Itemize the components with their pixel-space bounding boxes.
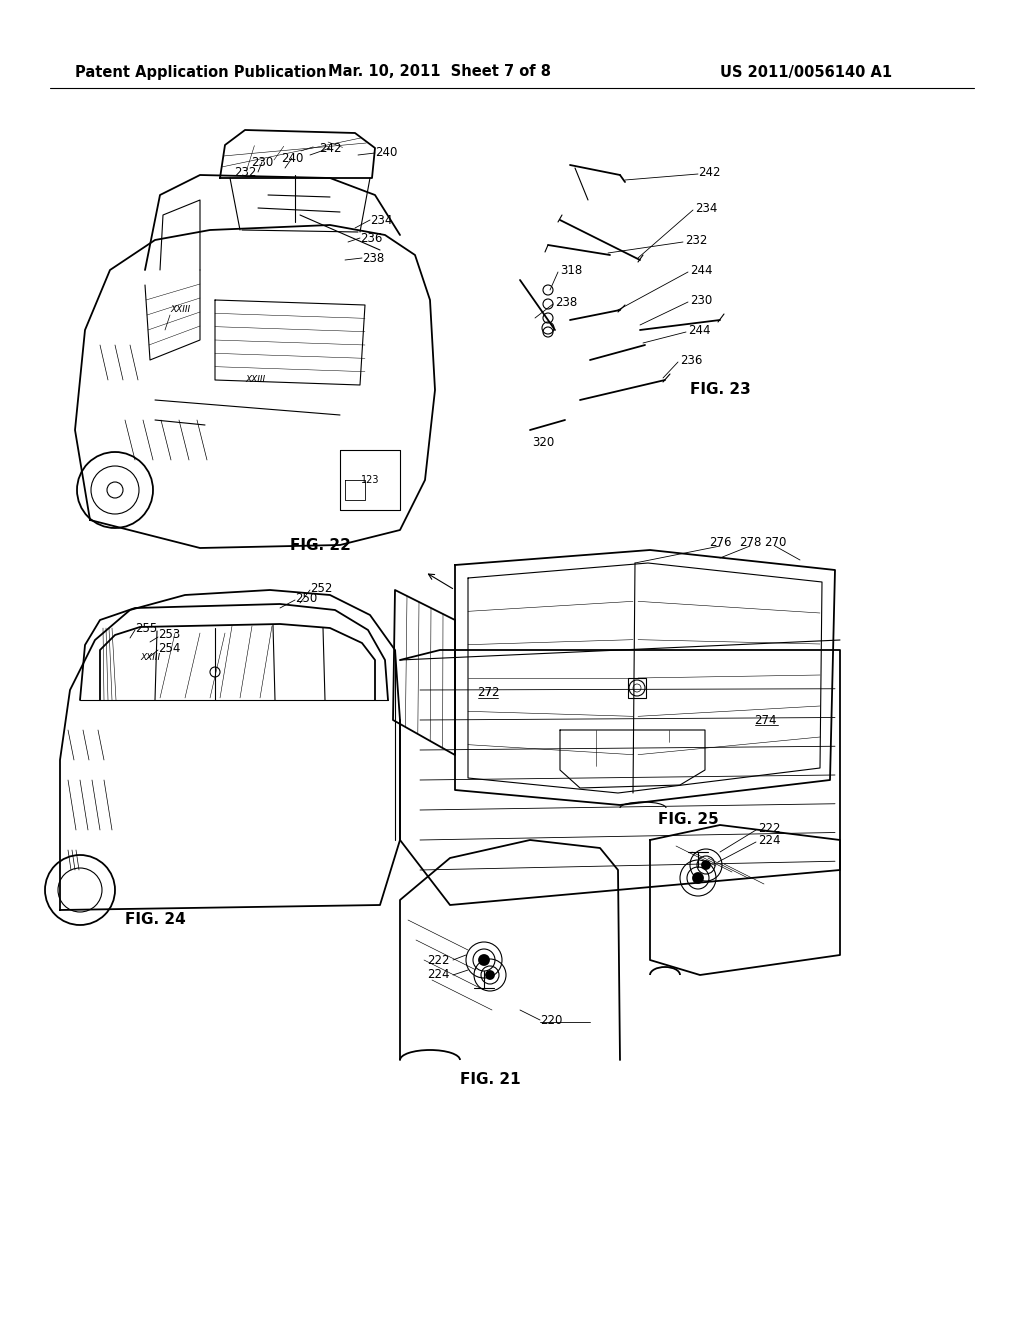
- Text: 240: 240: [375, 147, 397, 160]
- Text: 230: 230: [690, 293, 713, 306]
- Text: 255: 255: [135, 622, 158, 635]
- Text: 254: 254: [158, 642, 180, 655]
- Text: FIG. 23: FIG. 23: [690, 383, 751, 397]
- Text: 252: 252: [310, 582, 333, 594]
- Text: FIG. 22: FIG. 22: [290, 537, 350, 553]
- Text: 232: 232: [233, 165, 256, 178]
- Text: 318: 318: [560, 264, 583, 276]
- Text: 224: 224: [427, 969, 450, 982]
- Text: 244: 244: [690, 264, 713, 276]
- Circle shape: [702, 861, 710, 869]
- Text: FIG. 25: FIG. 25: [657, 813, 719, 828]
- Text: 274: 274: [754, 714, 776, 726]
- Text: 222: 222: [758, 821, 780, 834]
- Text: XXIII: XXIII: [245, 375, 265, 384]
- Text: 236: 236: [360, 231, 382, 244]
- Circle shape: [486, 972, 494, 979]
- Text: XXIII: XXIII: [140, 653, 160, 663]
- Bar: [628, 678, 646, 698]
- Circle shape: [479, 954, 489, 965]
- Text: 244: 244: [688, 323, 711, 337]
- Text: 278: 278: [738, 536, 761, 549]
- Text: 234: 234: [370, 214, 392, 227]
- Text: 276: 276: [709, 536, 731, 549]
- Text: 270: 270: [764, 536, 786, 549]
- Text: FIG. 24: FIG. 24: [125, 912, 185, 928]
- Text: 238: 238: [362, 252, 384, 264]
- Text: 253: 253: [158, 628, 180, 642]
- Text: Patent Application Publication: Patent Application Publication: [75, 65, 327, 79]
- Text: 224: 224: [758, 833, 780, 846]
- Text: XXIII: XXIII: [170, 305, 190, 314]
- Text: FIG. 21: FIG. 21: [460, 1072, 520, 1088]
- Text: US 2011/0056140 A1: US 2011/0056140 A1: [720, 65, 892, 79]
- Text: 242: 242: [698, 165, 721, 178]
- Circle shape: [693, 873, 703, 883]
- Text: 240: 240: [281, 152, 303, 165]
- Text: 230: 230: [251, 156, 273, 169]
- Text: 234: 234: [695, 202, 718, 214]
- Text: 320: 320: [532, 436, 554, 449]
- Text: 220: 220: [540, 1014, 562, 1027]
- Text: 250: 250: [295, 591, 317, 605]
- Text: 242: 242: [318, 141, 341, 154]
- Text: 232: 232: [685, 234, 708, 247]
- Text: 272: 272: [477, 686, 500, 700]
- Text: 236: 236: [680, 354, 702, 367]
- Text: 222: 222: [427, 953, 450, 966]
- Text: Mar. 10, 2011  Sheet 7 of 8: Mar. 10, 2011 Sheet 7 of 8: [329, 65, 552, 79]
- Text: 123: 123: [360, 475, 379, 484]
- Text: 238: 238: [555, 296, 578, 309]
